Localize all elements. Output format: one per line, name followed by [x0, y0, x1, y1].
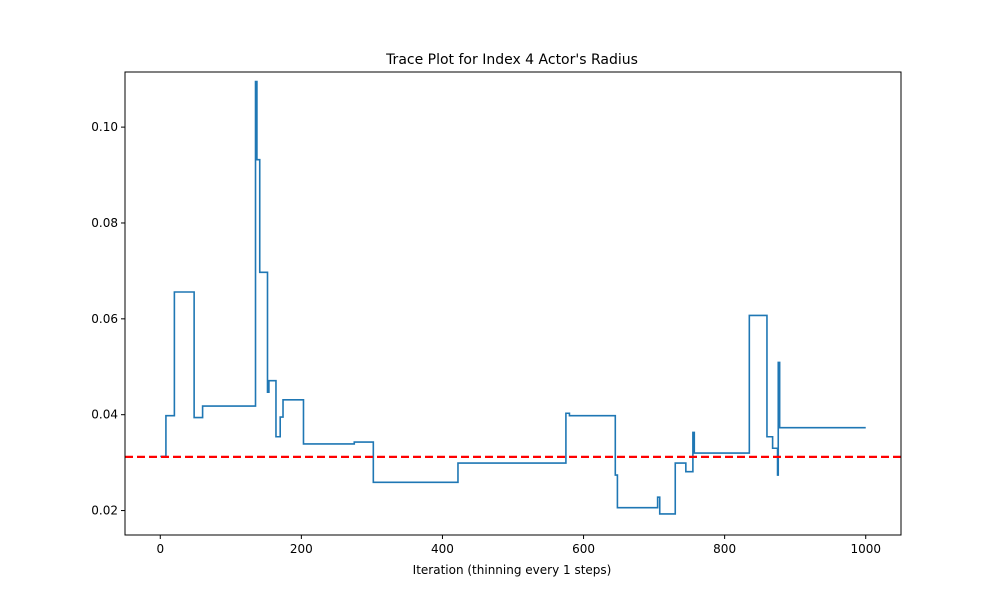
x-axis: 0 200 400 600 800 1000 — [156, 535, 881, 556]
y-axis: 0.02 0.04 0.06 0.08 0.10 — [91, 120, 125, 518]
y-tick-label: 0.04 — [91, 408, 118, 422]
axes-frame — [124, 71, 902, 536]
x-tick-label: 400 — [431, 542, 454, 556]
series-line-0 — [160, 80, 866, 515]
plot-area — [125, 80, 901, 515]
y-tick-label: 0.10 — [91, 120, 118, 134]
x-tick-label: 600 — [572, 542, 595, 556]
y-tick-label: 0.08 — [91, 216, 118, 230]
y-tick-label: 0.02 — [91, 504, 118, 518]
x-tick-label: 800 — [713, 542, 736, 556]
y-tick-label: 0.06 — [91, 312, 118, 326]
x-tick-label: 0 — [156, 542, 164, 556]
chart-title: Trace Plot for Index 4 Actor's Radius — [385, 52, 638, 68]
x-tick-label: 200 — [290, 542, 313, 556]
x-tick-label: 1000 — [850, 542, 881, 556]
x-axis-label: Iteration (thinning every 1 steps) — [413, 563, 612, 577]
